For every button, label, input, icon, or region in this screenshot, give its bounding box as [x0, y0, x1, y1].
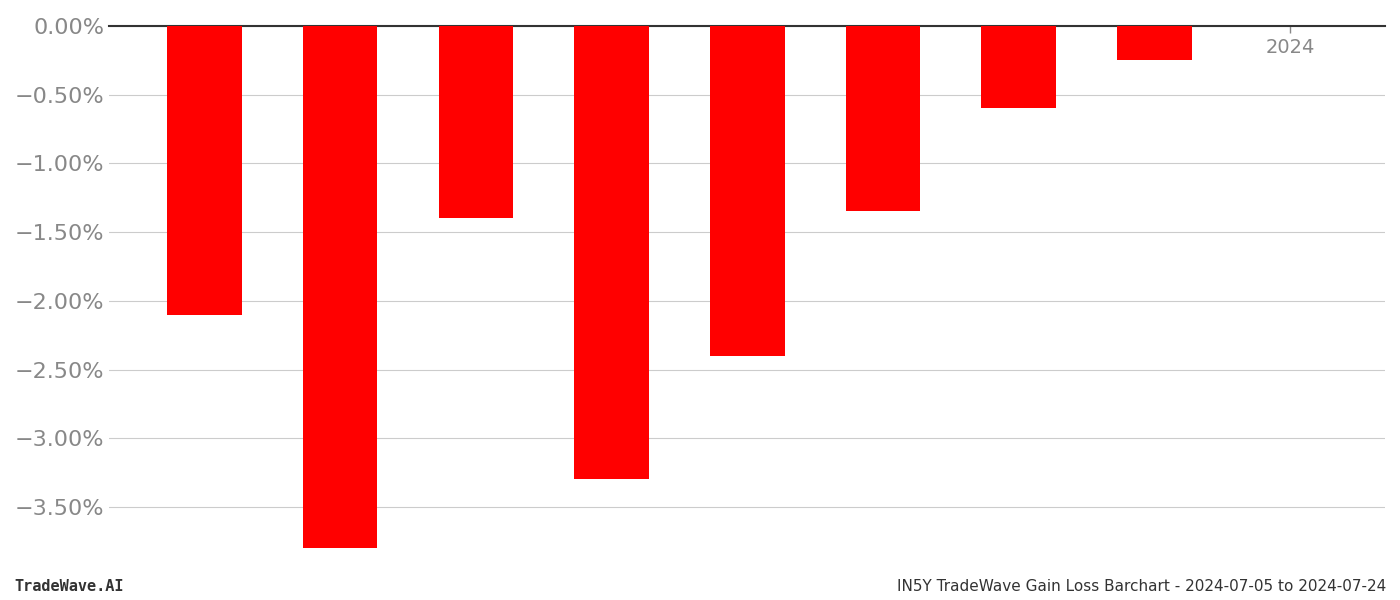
- Bar: [167, 26, 242, 314]
- Text: IN5Y TradeWave Gain Loss Barchart - 2024-07-05 to 2024-07-24: IN5Y TradeWave Gain Loss Barchart - 2024…: [897, 579, 1386, 594]
- Bar: [981, 26, 1056, 109]
- Bar: [1117, 26, 1191, 61]
- Bar: [302, 26, 378, 548]
- Bar: [710, 26, 784, 356]
- Text: TradeWave.AI: TradeWave.AI: [14, 579, 123, 594]
- Bar: [846, 26, 920, 211]
- Bar: [574, 26, 648, 479]
- Bar: [438, 26, 514, 218]
